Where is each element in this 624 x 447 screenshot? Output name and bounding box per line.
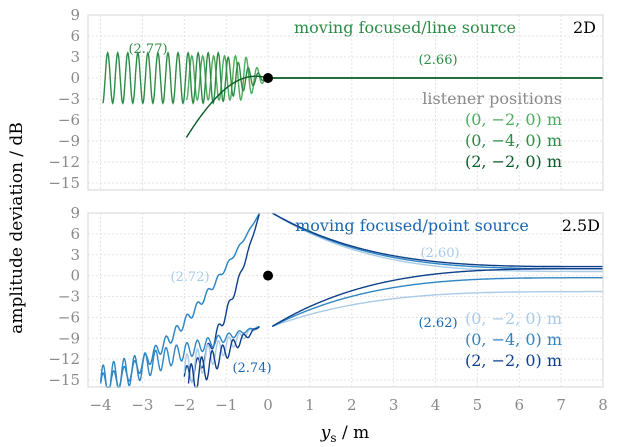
x-tick-label: 5 bbox=[473, 396, 483, 414]
annotation-2-60: (2.60) bbox=[420, 246, 459, 261]
x-tick-label: −3 bbox=[131, 396, 153, 414]
y-tick-label: −9 bbox=[58, 132, 80, 150]
dimension-bottom: 2.5D bbox=[562, 216, 600, 235]
x-tick-label: 4 bbox=[431, 396, 441, 414]
line-bottom-right-5 bbox=[271, 268, 603, 328]
y-tick-label: 9 bbox=[70, 204, 80, 222]
y-tick-label: 6 bbox=[70, 225, 80, 243]
y-tick-label: −15 bbox=[48, 174, 80, 192]
y-tick-label: −6 bbox=[58, 308, 80, 326]
plot-frame-top bbox=[87, 14, 604, 191]
line-bottom-right-0 bbox=[271, 212, 603, 273]
y-tick-label: −3 bbox=[58, 288, 80, 306]
x-tick-label: 6 bbox=[514, 396, 524, 414]
y-tick-label: 0 bbox=[70, 69, 80, 87]
y-tick-label: −15 bbox=[48, 371, 80, 389]
legend-bottom-1: (0, −4, 0) m bbox=[465, 330, 562, 349]
legend-top-0: (0, −2, 0) m bbox=[465, 110, 562, 129]
x-ticks: −4 −3 −2 −1 0 1 2 3 4 5 6 7 8 bbox=[89, 396, 607, 414]
marker-bottom bbox=[263, 270, 274, 281]
y-ticks-top: 9 6 3 0 −3 −6 −9 −12 −15 bbox=[48, 6, 80, 192]
y-tick-label: 9 bbox=[70, 6, 80, 24]
x-tick-label: 8 bbox=[598, 396, 608, 414]
y-tick-label: −3 bbox=[58, 90, 80, 108]
plot-frame-bottom bbox=[87, 212, 604, 388]
annotation-2-62: (2.62) bbox=[418, 316, 457, 331]
x-tick-label: 1 bbox=[305, 396, 315, 414]
annotation-2-77: (2.77) bbox=[128, 42, 167, 57]
title-bottom: moving focused/point source bbox=[295, 216, 529, 235]
line-bottom-left-4 bbox=[99, 325, 260, 388]
line-bottom-right-3 bbox=[271, 290, 603, 328]
annotation-2-66: (2.66) bbox=[418, 53, 457, 68]
x-tick-label: 7 bbox=[556, 396, 566, 414]
y-tick-label: −9 bbox=[58, 329, 80, 347]
x-axis-label-unit: / m bbox=[337, 423, 370, 443]
x-tick-label: −2 bbox=[173, 396, 195, 414]
legend-bottom-0: (0, −2, 0) m bbox=[465, 309, 562, 328]
line-bottom-right-2 bbox=[271, 212, 603, 268]
title-top: moving focused/line source bbox=[294, 18, 516, 37]
y-axis-label: amplitude deviation / dB bbox=[7, 122, 27, 334]
dimension-top: 2D bbox=[573, 18, 596, 37]
line-bottom-right-4 bbox=[271, 277, 603, 328]
y-tick-label: −6 bbox=[58, 111, 80, 129]
x-tick-label: 0 bbox=[263, 396, 273, 414]
y-tick-label: −12 bbox=[48, 153, 80, 171]
line-top-2 bbox=[185, 75, 603, 138]
legend-bottom-2: (2, −2, 0) m bbox=[465, 351, 562, 370]
annotation-2-74: (2.74) bbox=[232, 361, 271, 376]
legend-top-2: (2, −2, 0) m bbox=[465, 152, 562, 171]
y-tick-label: 6 bbox=[70, 27, 80, 45]
x-axis-label-sub: s bbox=[330, 431, 336, 445]
x-tick-label: 3 bbox=[389, 396, 399, 414]
annotation-2-72: (2.72) bbox=[170, 270, 209, 285]
line-bottom-left-2 bbox=[183, 214, 260, 383]
x-tick-label: 2 bbox=[347, 396, 357, 414]
marker-top bbox=[263, 73, 274, 83]
x-tick-label: −4 bbox=[89, 396, 111, 414]
x-tick-label: −1 bbox=[215, 396, 237, 414]
series-bottom bbox=[99, 212, 603, 388]
y-tick-label: 3 bbox=[70, 246, 80, 264]
x-axis-label-var: y bbox=[320, 423, 331, 443]
line-bottom-left-5 bbox=[187, 326, 260, 388]
y-tick-label: −12 bbox=[48, 350, 80, 368]
y-tick-label: 3 bbox=[70, 48, 80, 66]
x-axis-label: ys / m bbox=[320, 423, 369, 445]
line-bottom-left-3 bbox=[183, 325, 260, 384]
legend-top-1: (0, −4, 0) m bbox=[465, 131, 562, 150]
legend-title: listener positions bbox=[422, 89, 562, 108]
y-tick-label: 0 bbox=[70, 267, 80, 285]
y-ticks-bottom: 9 6 3 0 −3 −6 −9 −12 −15 bbox=[48, 204, 80, 389]
series-top bbox=[102, 51, 603, 138]
